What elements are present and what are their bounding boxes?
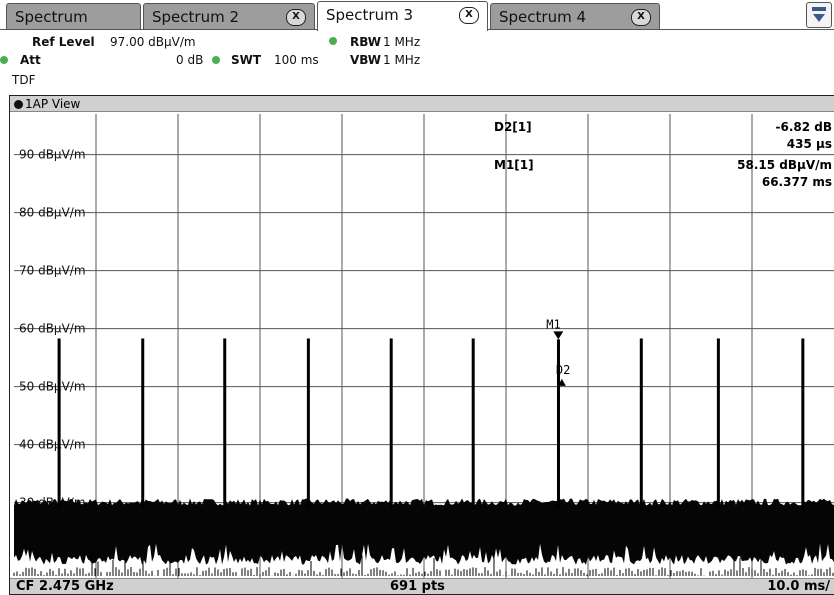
- marker-d2-time: 435 µs: [787, 137, 832, 151]
- status-led-icon: [212, 56, 220, 64]
- rbw-label: RBW: [350, 35, 381, 49]
- marker-m1-icon[interactable]: [553, 331, 564, 340]
- y-tick-label: 50 dBµV/m: [19, 380, 86, 394]
- noise-residue: [13, 553, 834, 576]
- tab-bar: Spectrum Spectrum 2 X Spectrum 3 X Spect…: [0, 0, 834, 31]
- pulse-bar: [801, 338, 805, 510]
- marker-m1-level: 58.15 dBµV/m: [737, 158, 832, 172]
- tab-label: Spectrum 2: [152, 8, 239, 26]
- mode-label: TDF: [12, 73, 36, 87]
- y-tick-label: 60 dBµV/m: [19, 322, 86, 336]
- vbw-label: VBW: [350, 53, 382, 67]
- marker-d2-label: D2[1]: [494, 120, 532, 134]
- swt-value[interactable]: 100 ms: [274, 53, 319, 67]
- overview-menu-button[interactable]: [806, 2, 832, 28]
- marker-d2-tag: D2: [556, 363, 570, 377]
- marker-d2-icon[interactable]: [557, 378, 566, 386]
- marker-m1-tag: M1: [546, 317, 560, 331]
- marker-m1-time: 66.377 ms: [762, 175, 832, 189]
- close-icon[interactable]: X: [286, 9, 306, 26]
- y-tick-label: 70 dBµV/m: [19, 264, 86, 278]
- settings-panel: Ref Level 97.00 dBµV/m RBW 1 MHz Att 0 d…: [0, 30, 834, 94]
- center-frequency: CF 2.475 GHz: [16, 579, 114, 594]
- att-value[interactable]: 0 dB: [176, 53, 204, 67]
- marker-d2-level: -6.82 dB: [775, 120, 832, 134]
- close-icon[interactable]: X: [631, 9, 651, 26]
- tab-label: Spectrum 3: [326, 6, 413, 24]
- time-scale: 10.0 ms/: [767, 579, 830, 594]
- tab-spectrum[interactable]: Spectrum: [6, 3, 141, 30]
- swt-label: SWT: [231, 53, 262, 67]
- pulse-bar: [556, 339, 560, 510]
- status-footer: CF 2.475 GHz 691 pts 10.0 ms/: [10, 578, 834, 594]
- rbw-value[interactable]: 1 MHz: [383, 35, 421, 49]
- tab-spectrum-4[interactable]: Spectrum 4 X: [490, 3, 660, 30]
- status-led-icon: [0, 56, 8, 64]
- pulse-series: [57, 338, 805, 510]
- att-label: Att: [20, 53, 41, 67]
- vbw-value[interactable]: 1 MHz: [383, 53, 421, 67]
- y-tick-label: 80 dBµV/m: [19, 206, 86, 220]
- y-tick-label: 40 dBµV/m: [19, 438, 86, 452]
- y-tick-label: 90 dBµV/m: [19, 148, 86, 162]
- sweep-points: 691 pts: [390, 579, 445, 594]
- tab-spectrum-3[interactable]: Spectrum 3 X: [317, 1, 488, 31]
- view-title: 1AP View: [25, 97, 81, 111]
- tab-label: Spectrum 4: [499, 8, 586, 26]
- close-icon[interactable]: X: [459, 7, 479, 24]
- ref-level-value[interactable]: 97.00 dBµV/m: [110, 35, 196, 49]
- view-header: 1AP View: [10, 96, 834, 112]
- marker-table: D2[1] -6.82 dB 435 µs M1[1] 58.15 dBµV/m…: [494, 120, 832, 189]
- noise-floor: [13, 498, 834, 576]
- marker-layer: M1 D2: [546, 317, 570, 386]
- pulse-bar: [223, 338, 227, 510]
- noise-floor-band: [14, 498, 834, 565]
- pulse-bar: [389, 338, 393, 510]
- status-led-icon: [329, 37, 337, 45]
- pulse-bar: [471, 338, 475, 510]
- pulse-bar: [716, 338, 720, 510]
- pulse-bar: [141, 338, 145, 510]
- menu-icon: [812, 7, 826, 11]
- ref-level-label: Ref Level: [32, 35, 95, 49]
- tab-label: Spectrum: [15, 8, 88, 26]
- pulse-bar: [639, 338, 643, 510]
- marker-m1-label: M1[1]: [494, 158, 534, 172]
- tab-spectrum-2[interactable]: Spectrum 2 X: [143, 3, 315, 30]
- pulse-bar: [57, 338, 61, 510]
- view-indicator-icon: [14, 100, 23, 109]
- pulse-bar: [306, 338, 310, 510]
- y-axis-labels: 90 dBµV/m 80 dBµV/m 70 dBµV/m 60 dBµV/m 50 d…: [19, 148, 86, 510]
- dropdown-icon: [813, 14, 825, 22]
